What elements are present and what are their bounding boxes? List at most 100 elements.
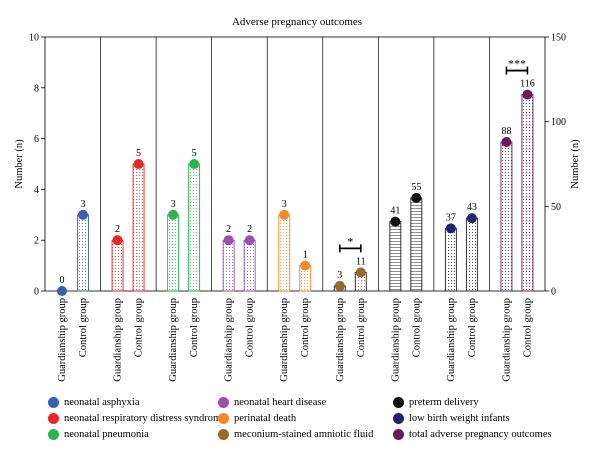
- data-label: 11: [356, 256, 366, 267]
- legend-label: total adverse pregnancy outcomes: [409, 429, 552, 440]
- left-axis-tick-label: 10: [29, 33, 39, 44]
- data-point: [279, 209, 290, 220]
- data-label: 88: [501, 126, 511, 137]
- data-label: 5: [192, 148, 197, 159]
- data-point: [411, 192, 422, 203]
- category-label: Control group: [78, 298, 89, 357]
- left-axis-tick-label: 2: [34, 236, 39, 247]
- data-point: [223, 235, 234, 246]
- legend-marker: [393, 429, 404, 440]
- legend-item: low birth weight infants: [393, 413, 510, 424]
- data-label: 43: [467, 202, 477, 213]
- data-label: 1: [303, 250, 308, 261]
- left-axis-tick-label: 6: [34, 134, 39, 145]
- data-label: 3: [337, 270, 342, 281]
- legend-marker: [48, 397, 59, 408]
- legend-item: neonatal pneumonia: [48, 429, 149, 440]
- bar-control: [521, 94, 534, 292]
- legend-item: preterm delivery: [393, 397, 479, 408]
- legend-label: neonatal heart disease: [234, 397, 327, 408]
- category-label: Control group: [245, 298, 256, 357]
- data-point: [522, 89, 533, 100]
- category-label: Control group: [189, 298, 200, 357]
- legend-label: meconium-stained amniotic fluid: [234, 429, 374, 440]
- category-label: Guardianship group: [279, 298, 290, 382]
- data-point: [466, 213, 477, 224]
- data-label: 3: [81, 199, 86, 210]
- data-label: 2: [226, 224, 231, 235]
- legend-item: total adverse pregnancy outcomes: [393, 429, 552, 440]
- chart: Adverse pregnancy outcomes02468100501001…: [14, 16, 581, 382]
- category-label: Control group: [134, 298, 145, 357]
- left-axis-tick-label: 8: [34, 83, 39, 94]
- right-axis-tick-label: 0: [551, 287, 556, 298]
- right-axis-title: Number (n): [570, 139, 581, 189]
- category-label: Guardianship group: [446, 298, 457, 382]
- bar-guardianship: [278, 214, 291, 292]
- category-label: Control group: [522, 298, 533, 357]
- data-label: 2: [115, 224, 120, 235]
- category-label: Guardianship group: [57, 298, 68, 382]
- chart-title: Adverse pregnancy outcomes: [232, 16, 362, 28]
- data-label: 55: [411, 182, 421, 193]
- right-axis-tick-label: 100: [551, 117, 566, 128]
- legend-label: neonatal respiratory distress syndrome: [64, 413, 226, 424]
- bar-guardianship: [389, 221, 402, 292]
- data-point: [168, 209, 179, 220]
- legend-item: neonatal asphyxia: [48, 397, 140, 408]
- legend-item: meconium-stained amniotic fluid: [218, 429, 373, 440]
- data-label: 2: [247, 224, 252, 235]
- data-label: 3: [282, 199, 287, 210]
- category-label: Control group: [411, 298, 422, 357]
- data-label: 116: [520, 79, 535, 90]
- legend-marker: [48, 429, 59, 440]
- legend-marker: [218, 413, 229, 424]
- significance-marker: *: [347, 234, 353, 248]
- data-point: [355, 267, 366, 278]
- category-label: Control group: [356, 298, 367, 357]
- legend-label: preterm delivery: [409, 397, 479, 408]
- data-point: [112, 235, 123, 246]
- bar-guardianship: [167, 214, 180, 292]
- bar-guardianship: [500, 141, 513, 292]
- legend-marker: [218, 397, 229, 408]
- legend-label: neonatal pneumonia: [64, 429, 149, 440]
- data-point: [501, 136, 512, 147]
- category-label: Guardianship group: [224, 298, 235, 382]
- data-label: 41: [390, 206, 400, 217]
- legend-item: neonatal heart disease: [218, 397, 326, 408]
- data-point: [300, 260, 311, 271]
- bar-guardianship: [111, 239, 124, 292]
- legend-label: perinatal death: [234, 413, 297, 424]
- data-label: 37: [446, 212, 456, 223]
- legend-marker: [393, 397, 404, 408]
- bar-control: [410, 197, 423, 292]
- data-point: [78, 209, 88, 220]
- data-point: [445, 223, 456, 234]
- category-label: Control group: [300, 298, 311, 357]
- bar-control: [77, 214, 89, 292]
- bar-guardianship: [222, 239, 235, 292]
- plot-frame: [44, 36, 546, 292]
- right-axis-tick-label: 50: [551, 202, 561, 213]
- data-point: [57, 286, 67, 296]
- data-label: 3: [171, 199, 176, 210]
- category-label: Guardianship group: [113, 298, 124, 382]
- data-label: 5: [136, 148, 141, 159]
- data-point: [390, 216, 401, 227]
- bar-control: [243, 239, 256, 292]
- bar-control: [132, 163, 145, 292]
- category-label: Guardianship group: [390, 298, 401, 382]
- data-point: [189, 159, 200, 169]
- legend-label: neonatal asphyxia: [64, 397, 140, 408]
- category-label: Control group: [467, 298, 478, 357]
- right-axis-tick-label: 150: [551, 33, 566, 44]
- category-label: Guardianship group: [168, 298, 179, 382]
- legend-marker: [48, 413, 59, 424]
- bar-guardianship: [444, 227, 457, 292]
- category-label: Guardianship group: [335, 298, 346, 382]
- left-axis-tick-label: 4: [34, 185, 39, 196]
- data-point: [334, 280, 345, 291]
- bar-control: [465, 217, 478, 292]
- left-axis-title: Number (n): [14, 139, 25, 189]
